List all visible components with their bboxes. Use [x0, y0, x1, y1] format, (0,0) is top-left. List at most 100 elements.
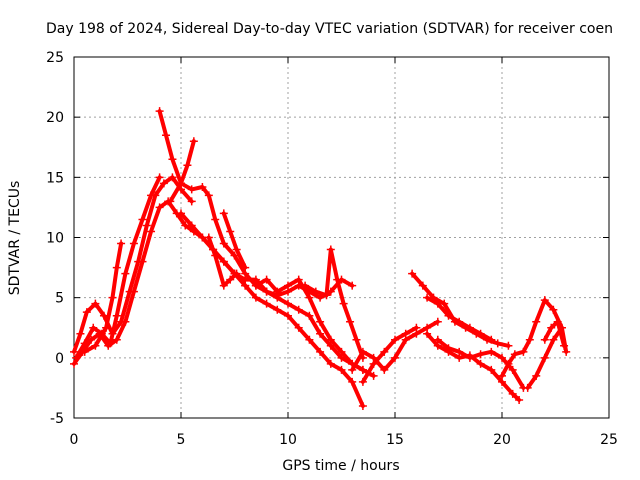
- data-point-marker: [177, 209, 185, 218]
- series-line-arc-13: [360, 325, 419, 384]
- data-point-marker: [70, 359, 78, 368]
- data-point-marker: [147, 191, 156, 200]
- data-point-marker: [433, 335, 442, 344]
- data-point-marker: [433, 317, 442, 326]
- data-point-marker: [177, 179, 185, 188]
- data-point-marker: [284, 299, 292, 308]
- data-point-marker: [305, 311, 314, 320]
- data-point-marker: [138, 215, 147, 224]
- data-point-marker: [322, 291, 331, 300]
- data-point-marker: [408, 269, 417, 278]
- series-line-arc-1: [72, 175, 194, 354]
- data-point-marker: [168, 173, 177, 182]
- data-point-marker: [358, 401, 367, 410]
- data-point-marker: [305, 335, 314, 344]
- data-point-marker: [104, 341, 113, 350]
- y-tick-label: 25: [46, 50, 64, 66]
- data-point-marker: [515, 395, 524, 404]
- y-tick-label: 20: [46, 110, 64, 126]
- data-point-marker: [166, 197, 175, 206]
- data-point-marker: [326, 335, 335, 344]
- data-point-marker: [532, 317, 541, 326]
- data-point-marker: [219, 239, 228, 248]
- data-point-marker: [339, 299, 348, 308]
- data-point-marker: [562, 347, 571, 356]
- data-point-marker: [476, 359, 485, 368]
- data-point-marker: [444, 311, 453, 320]
- data-point-marker: [549, 305, 558, 314]
- data-point-marker: [189, 137, 198, 146]
- data-point-marker: [455, 347, 464, 356]
- data-point-marker: [418, 281, 427, 290]
- data-point-marker: [476, 350, 485, 359]
- x-tick-label: 10: [279, 432, 297, 448]
- data-point-marker: [391, 335, 399, 344]
- data-point-marker: [91, 341, 100, 350]
- data-point-marker: [129, 239, 138, 248]
- series-line-arc-20: [542, 319, 567, 348]
- data-point-marker: [159, 179, 168, 188]
- data-point-marker: [348, 281, 357, 290]
- data-point-marker: [316, 329, 325, 338]
- data-point-marker: [273, 305, 282, 314]
- data-point-marker: [504, 341, 513, 350]
- x-tick-label: 20: [493, 432, 511, 448]
- data-point-marker: [121, 317, 130, 326]
- data-point-marker: [294, 305, 303, 314]
- y-tick-label: -5: [50, 411, 64, 427]
- data-point-marker: [337, 347, 346, 356]
- data-point-marker: [294, 323, 303, 332]
- data-point-marker: [476, 329, 485, 338]
- data-point-marker: [155, 107, 164, 116]
- data-point-marker: [121, 269, 130, 278]
- data-point-marker: [423, 329, 432, 338]
- data-point-marker: [487, 365, 496, 374]
- data-point-marker: [162, 131, 171, 140]
- data-point-marker: [117, 239, 126, 248]
- data-point-marker: [95, 329, 104, 338]
- y-tick-label: 5: [55, 291, 64, 307]
- data-point-marker: [487, 347, 496, 356]
- data-point-marker: [108, 293, 117, 302]
- data-point-marker: [401, 329, 410, 338]
- data-point-marker: [487, 335, 496, 344]
- data-point-marker: [187, 197, 196, 206]
- data-point-marker: [326, 245, 335, 254]
- data-point-marker: [102, 323, 111, 332]
- x-tick-label: 15: [386, 432, 404, 448]
- data-point-marker: [142, 221, 151, 230]
- data-point-marker: [91, 299, 100, 308]
- data-point-marker: [423, 293, 432, 302]
- chart-title: Day 198 of 2024, Sidereal Day-to-day VTE…: [46, 21, 613, 37]
- data-point-marker: [232, 269, 241, 278]
- data-point-marker: [358, 347, 367, 356]
- data-point-marker: [89, 323, 98, 332]
- data-point-marker: [219, 281, 228, 290]
- data-point-marker: [455, 317, 464, 326]
- grid-lines: [74, 57, 609, 418]
- data-point-marker: [241, 263, 250, 272]
- data-point-marker: [305, 293, 314, 302]
- data-point-marker: [187, 185, 196, 194]
- y-axis-label: SDTVAR / TECUs: [7, 181, 23, 296]
- data-point-marker: [226, 275, 235, 284]
- x-tick-label: 25: [600, 432, 618, 448]
- data-point-marker: [78, 347, 87, 356]
- data-point-marker: [241, 281, 250, 290]
- data-point-marker: [540, 353, 549, 362]
- data-point-marker: [284, 281, 292, 290]
- data-point-marker: [358, 377, 367, 386]
- data-point-marker: [504, 359, 513, 368]
- data-point-marker: [70, 347, 78, 356]
- data-point-marker: [444, 344, 453, 353]
- data-point-marker: [316, 347, 325, 356]
- data-point-marker: [262, 299, 271, 308]
- data-point-marker: [187, 221, 196, 230]
- data-point-marker: [226, 227, 235, 236]
- data-point-marker: [523, 383, 532, 392]
- series-line-arc-8: [206, 235, 248, 288]
- data-point-marker: [549, 335, 558, 344]
- data-point-marker: [112, 263, 121, 272]
- data-point-marker: [129, 287, 138, 296]
